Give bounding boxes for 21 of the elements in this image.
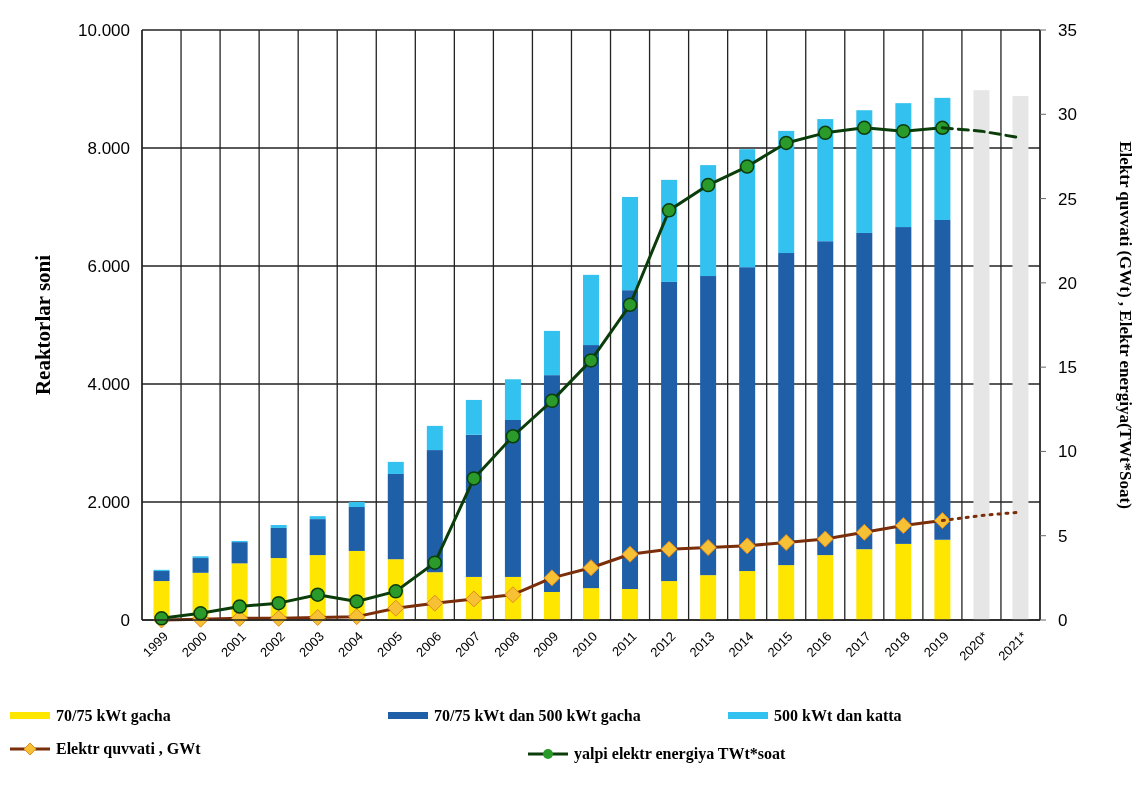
- y2-tick-label: 25: [1058, 189, 1077, 209]
- y2-tick-label: 30: [1058, 105, 1077, 125]
- y-tick-label: 0: [120, 610, 130, 630]
- y2-tick-label: 15: [1058, 358, 1077, 378]
- y-tick-label: 2.000: [87, 492, 130, 512]
- y-axis-title: Reaktorlar soni: [31, 254, 55, 396]
- y2-tick-label: 20: [1058, 273, 1077, 293]
- y2-axis-title: Elektr quvvati (GWt) , Elektr energiya(TWt*Soat): [1116, 141, 1135, 509]
- legend-label: Elektr quvvati , GWt: [56, 740, 202, 758]
- y-tick-label: 8.000: [87, 138, 130, 158]
- legend-label: 500 kWt dan katta: [774, 707, 902, 724]
- y2-tick-label: 35: [1058, 20, 1077, 40]
- y-tick-label: 4.000: [87, 374, 130, 394]
- y-tick-label: 6.000: [87, 256, 130, 276]
- legend-label: 70/75 kWt dan 500 kWt gacha: [434, 707, 641, 725]
- legend-label: yalpi elektr energiya TWt*soat: [574, 745, 787, 763]
- legend-label: 70/75 kWt gacha: [56, 707, 171, 725]
- y2-tick-label: 5: [1058, 526, 1068, 546]
- y2-tick-label: 0: [1058, 610, 1068, 630]
- y2-tick-label: 10: [1058, 442, 1077, 462]
- y-tick-label: 10.000: [78, 20, 130, 40]
